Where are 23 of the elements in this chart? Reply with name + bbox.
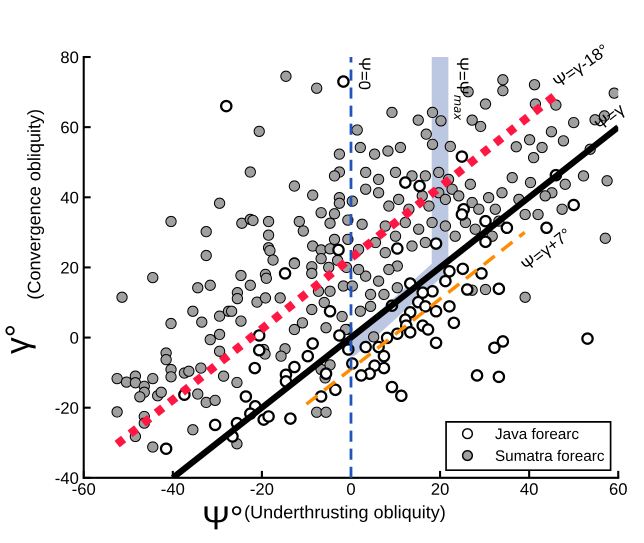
text: (Convergence obliquity) <box>27 110 44 299</box>
y-tick-label: -40 <box>56 472 78 484</box>
x-tick-label: -20 <box>250 483 274 495</box>
text: (Underthrusting obliquity) <box>245 505 445 522</box>
legend-label: Sumatra forearc <box>496 450 604 462</box>
x-axis-title: Ψ° <box>204 506 242 530</box>
y-tick-label: -20 <box>56 402 78 414</box>
x-tick-label: 0 <box>346 483 355 495</box>
y-tick-label: 0 <box>70 332 78 344</box>
x-tick-label: 40 <box>520 483 538 495</box>
legend-label: Java forearc <box>495 428 579 440</box>
text: Ψ=Ψ$_{max}$ <box>454 58 468 120</box>
ref-line-label: Ψ=0 <box>358 58 371 90</box>
y-tick-label: 20 <box>61 262 78 274</box>
text: Ψ=γ <box>594 102 628 134</box>
x-tick-label: -60 <box>72 483 96 495</box>
x-tick-label: 20 <box>432 483 449 495</box>
x-tick-label: 60 <box>610 483 627 495</box>
x-tick-label: -40 <box>162 483 184 495</box>
y-axis-title: γ° <box>5 326 36 354</box>
y-tick-label: 40 <box>60 192 78 204</box>
y-tick-label: 80 <box>61 51 78 64</box>
y-tick-label: 60 <box>61 122 78 134</box>
